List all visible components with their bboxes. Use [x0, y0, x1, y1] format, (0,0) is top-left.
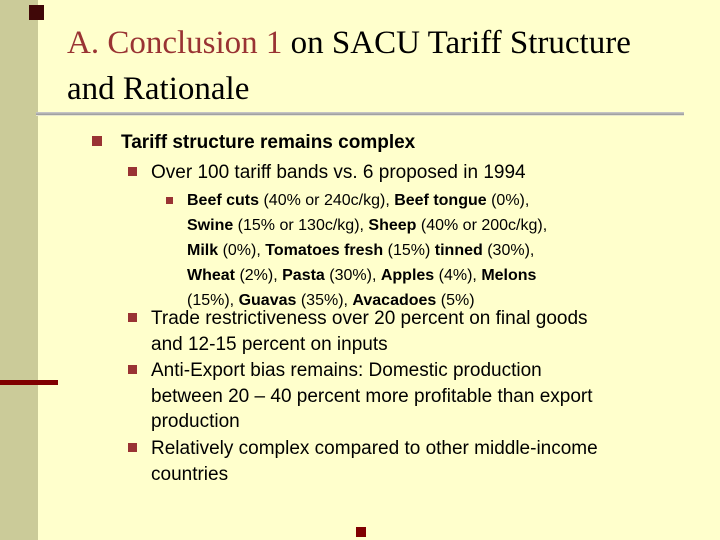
left-stripe-decoration [0, 0, 38, 540]
bullet-square-icon [166, 197, 173, 204]
bullet-square-icon [128, 443, 137, 452]
title-rest-text: on SACU Tariff Structure and Rationale [67, 25, 631, 108]
bullet-square-icon [128, 313, 137, 322]
left-accent-line [0, 380, 58, 385]
bullet-text-l2b: Trade restrictiveness over 20 percent on… [151, 308, 588, 355]
top-left-accent-square [29, 5, 44, 20]
bullet-text-l3: Beef cuts (40% or 240c/kg), Beef tongue … [187, 192, 548, 309]
bullet-text-l2c: Anti-Export bias remains: Domestic produ… [151, 360, 593, 433]
bullet-text-l2d: Relatively complex compared to other mid… [151, 438, 598, 485]
bottom-accent-square [356, 527, 366, 537]
bullet-item-relative-complexity: Relatively complex compared to other mid… [128, 436, 708, 487]
bullet-square-icon [128, 167, 137, 176]
bullet-text-l2a: Over 100 tariff bands vs. 6 proposed in … [151, 162, 526, 183]
bullet-item-anti-export-bias: Anti-Export bias remains: Domestic produ… [128, 358, 698, 435]
bullet-item-tariff-bands: Over 100 tariff bands vs. 6 proposed in … [128, 160, 698, 186]
bullet-square-icon [128, 365, 137, 374]
bullet-item-trade-restrictiveness: Trade restrictiveness over 20 percent on… [128, 306, 698, 357]
slide-title: A. Conclusion 1 on SACU Tariff Structure… [67, 20, 652, 112]
bullet-text-l1: Tariff structure remains complex [121, 132, 416, 153]
bullet-item-level1: Tariff structure remains complex [92, 130, 682, 156]
bullet-square-icon [92, 136, 102, 146]
title-divider [36, 112, 684, 116]
title-accent-text: A. Conclusion 1 [67, 25, 283, 61]
bullet-item-tariff-examples: Beef cuts (40% or 240c/kg), Beef tongue … [166, 189, 666, 314]
